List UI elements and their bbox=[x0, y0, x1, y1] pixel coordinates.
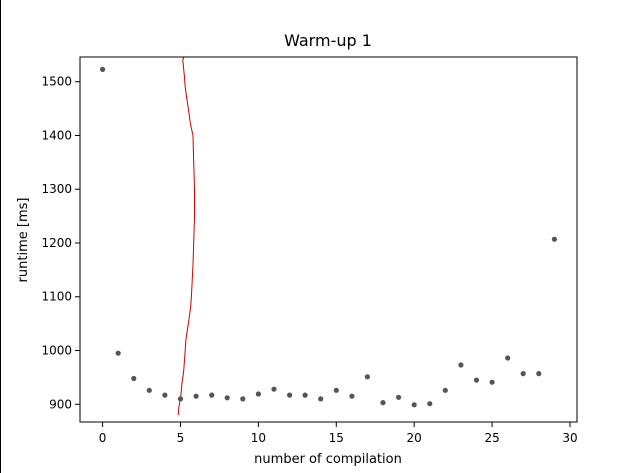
y-tick-label: 1300 bbox=[41, 182, 72, 196]
y-axis-label: runtime [ms] bbox=[16, 198, 31, 283]
x-tick-label: 0 bbox=[99, 431, 107, 445]
data-point bbox=[458, 362, 464, 368]
data-point bbox=[396, 394, 402, 400]
data-point bbox=[177, 396, 184, 402]
x-tick-label: 10 bbox=[251, 431, 266, 445]
y-tick-label: 1400 bbox=[41, 128, 72, 142]
data-point bbox=[318, 396, 324, 402]
data-point bbox=[380, 400, 386, 406]
density-line bbox=[177, 57, 195, 416]
data-point bbox=[520, 371, 526, 377]
data-point bbox=[333, 387, 339, 393]
data-point bbox=[131, 375, 137, 382]
data-point bbox=[255, 391, 261, 397]
data-point bbox=[473, 377, 480, 383]
density-line-layer bbox=[177, 57, 195, 416]
data-point bbox=[536, 371, 542, 377]
window-left-edge bbox=[0, 0, 1, 473]
data-point bbox=[162, 392, 168, 398]
y-tick-label: 1000 bbox=[41, 344, 72, 358]
data-point bbox=[489, 379, 495, 385]
x-tick-label: 5 bbox=[177, 431, 185, 445]
data-point bbox=[411, 402, 417, 408]
data-point bbox=[427, 401, 433, 407]
x-tick-label: 20 bbox=[407, 431, 422, 445]
data-point bbox=[240, 396, 246, 402]
data-point bbox=[115, 350, 121, 356]
y-tick-label: 1100 bbox=[41, 290, 72, 304]
plot-area-bg bbox=[80, 57, 577, 422]
data-point bbox=[364, 374, 370, 380]
data-point bbox=[224, 395, 230, 401]
x-tick-label: 30 bbox=[562, 431, 577, 445]
plot-area-frame bbox=[79, 56, 578, 423]
x-tick-label: 15 bbox=[329, 431, 344, 445]
x-axis-ticks: 0 5 10 15 20 25 30 bbox=[99, 422, 578, 445]
data-point bbox=[442, 387, 448, 393]
x-axis-label: number of compilation bbox=[254, 452, 402, 467]
chart-title: Warm-up 1 bbox=[284, 31, 372, 50]
data-point bbox=[271, 386, 277, 392]
y-tick-label: 1200 bbox=[41, 236, 72, 250]
data-point bbox=[193, 393, 199, 399]
data-points-layer bbox=[100, 66, 558, 408]
data-point bbox=[100, 66, 106, 72]
data-point bbox=[349, 393, 355, 399]
data-point bbox=[551, 236, 558, 242]
y-tick-label: 1500 bbox=[41, 75, 72, 89]
y-tick-label: 900 bbox=[49, 397, 72, 411]
data-point bbox=[302, 392, 308, 398]
x-tick-label: 25 bbox=[484, 431, 499, 445]
data-point bbox=[209, 392, 215, 398]
data-point bbox=[505, 355, 511, 361]
data-point bbox=[146, 387, 152, 393]
y-axis-ticks: 900 1000 1100 1200 1300 1400 1500 bbox=[41, 75, 80, 411]
data-point bbox=[287, 392, 293, 398]
